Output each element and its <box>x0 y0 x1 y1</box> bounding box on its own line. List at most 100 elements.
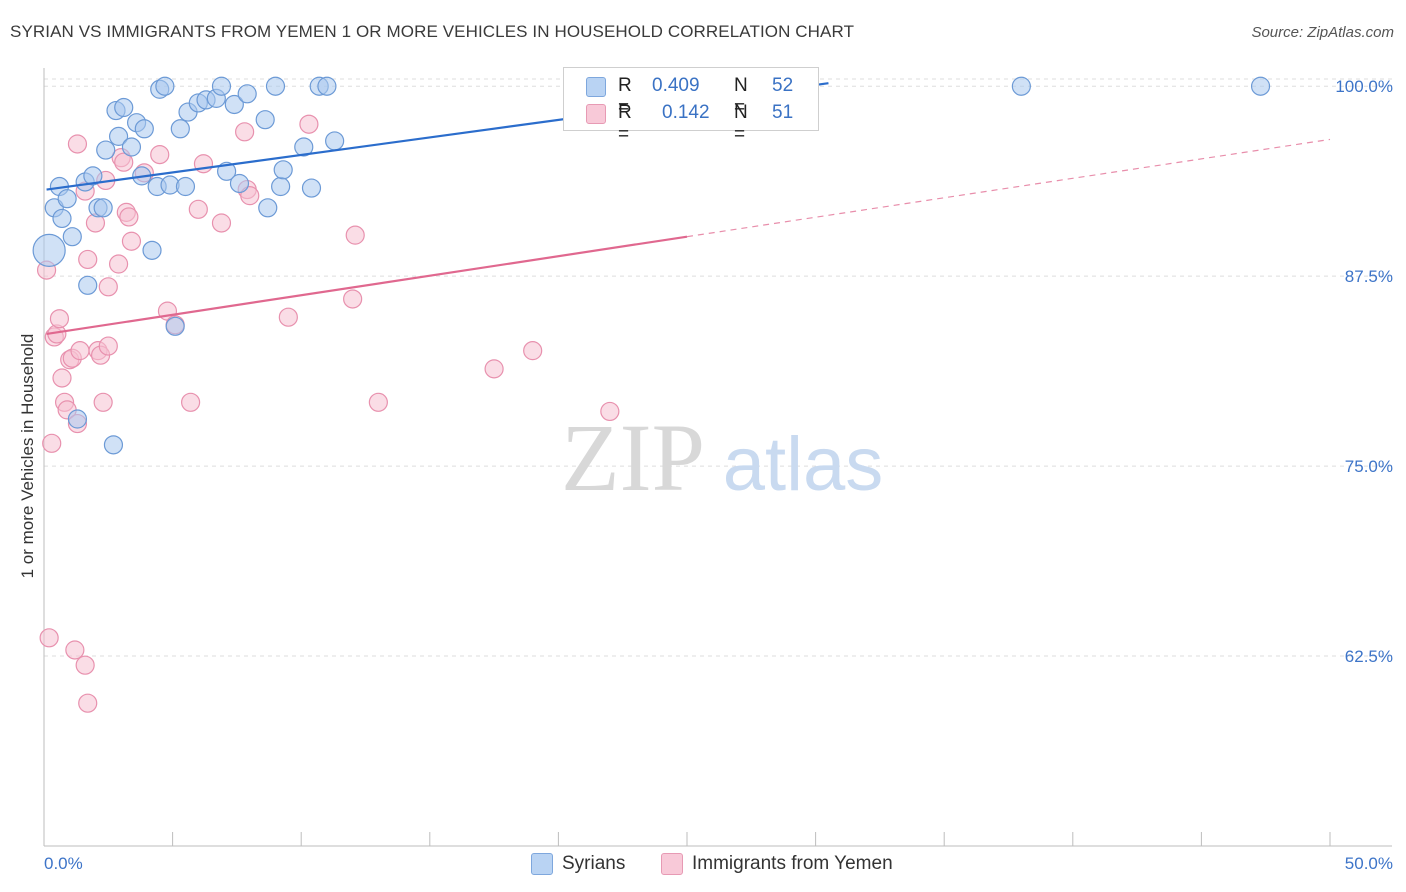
point-syrians <box>52 208 72 229</box>
point-yemen <box>39 628 59 648</box>
point-syrians <box>114 97 134 118</box>
point-yemen <box>181 392 201 412</box>
point-syrians <box>67 409 88 429</box>
legend-n-label: N = <box>734 75 748 118</box>
legend-n-value: 52 <box>772 75 794 96</box>
axes <box>43 68 1392 847</box>
point-yemen <box>93 392 113 412</box>
point-syrians <box>32 233 66 267</box>
series-label-syrians: Syrians <box>562 853 626 874</box>
legend-r-value: 0.142 <box>662 102 710 123</box>
point-syrians <box>62 227 82 247</box>
point-yemen <box>600 401 620 422</box>
point-syrians <box>229 173 250 194</box>
watermark: ZIP atlas <box>561 404 883 511</box>
point-yemen <box>121 231 142 251</box>
point-syrians <box>175 176 196 197</box>
point-syrians <box>255 110 275 130</box>
point-syrians <box>211 76 232 96</box>
point-syrians <box>1250 76 1271 96</box>
point-syrians <box>258 198 278 218</box>
point-syrians <box>155 76 175 96</box>
point-syrians <box>142 240 162 260</box>
series-swatch-blue <box>531 853 553 875</box>
point-yemen <box>65 640 85 660</box>
point-yemen <box>188 199 208 219</box>
y-tick-label: 87.5% <box>1345 267 1393 286</box>
point-yemen <box>98 277 118 297</box>
point-syrians <box>217 161 237 181</box>
point-syrians <box>93 198 113 218</box>
legend-swatch-pink <box>586 104 606 124</box>
point-syrians <box>121 137 142 157</box>
stats-legend: R = 0.409 N = 52 R = 0.142 N = 51 <box>563 67 819 145</box>
point-yemen <box>484 359 504 379</box>
point-syrians <box>83 166 103 186</box>
legend-swatch-blue <box>586 77 606 97</box>
point-syrians <box>273 160 293 180</box>
x-tick-labels: 0.0% 50.0% <box>44 854 1393 873</box>
point-yemen <box>119 207 139 227</box>
point-yemen <box>67 134 88 154</box>
point-yemen <box>52 368 72 388</box>
point-yemen <box>299 114 319 134</box>
point-yemen <box>523 341 543 361</box>
point-yemen <box>345 225 365 245</box>
point-syrians <box>224 94 244 115</box>
point-syrians <box>170 119 190 139</box>
legend-r-label: R = <box>618 75 632 118</box>
point-yemen <box>70 341 90 361</box>
watermark-zip: ZIP <box>561 404 705 511</box>
y-tick-labels: 62.5% 75.0% 87.5% 100.0% <box>1335 77 1393 666</box>
gridlines <box>44 78 1392 657</box>
point-syrians <box>294 137 314 157</box>
point-yemen <box>150 145 170 165</box>
point-syrians <box>301 178 322 198</box>
point-yemen <box>42 433 62 453</box>
point-yemen <box>368 392 388 412</box>
point-yemen <box>98 336 118 356</box>
series-label-yemen: Immigrants from Yemen <box>692 853 893 874</box>
point-yemen <box>49 309 70 329</box>
point-syrians <box>317 76 337 96</box>
trendline-yemen-extension <box>686 138 1331 238</box>
point-yemen <box>211 213 232 233</box>
point-syrians <box>108 126 129 146</box>
point-syrians <box>265 76 286 96</box>
legend-n-label: N = <box>734 102 748 145</box>
point-yemen <box>78 249 98 270</box>
y-axis-title: 1 or more Vehicles in Household <box>18 333 37 579</box>
chart-title: SYRIAN VS IMMIGRANTS FROM YEMEN 1 OR MOR… <box>10 22 855 41</box>
point-syrians <box>271 176 291 197</box>
point-syrians <box>103 435 124 455</box>
point-syrians <box>134 119 154 139</box>
point-syrians <box>57 189 77 209</box>
point-yemen <box>108 254 129 274</box>
point-yemen <box>343 289 363 309</box>
y-tick-label: 100.0% <box>1335 77 1393 96</box>
point-syrians <box>325 131 345 151</box>
point-yemen <box>75 655 95 675</box>
point-syrians <box>96 140 116 160</box>
point-syrians <box>1011 76 1031 96</box>
point-yemen <box>235 122 255 142</box>
source-label: Source: ZipAtlas.com <box>1251 24 1394 41</box>
y-tick-label: 75.0% <box>1345 457 1393 476</box>
point-syrians <box>237 84 257 104</box>
point-syrians <box>78 275 98 295</box>
trendline-yemen <box>46 235 688 336</box>
point-syrians <box>165 316 185 336</box>
x-tick-label: 0.0% <box>44 854 83 873</box>
point-yemen <box>278 307 298 327</box>
legend-r-value: 0.409 <box>652 75 700 96</box>
y-tick-label: 62.5% <box>1345 647 1393 666</box>
point-yemen <box>114 152 134 172</box>
legend-n-value: 51 <box>772 102 794 123</box>
point-yemen <box>78 693 98 713</box>
x-tick-label: 50.0% <box>1345 854 1393 873</box>
legend-r-label: R = <box>618 102 632 145</box>
data-points <box>32 76 1271 713</box>
watermark-atlas: atlas <box>723 422 884 507</box>
series-swatch-pink <box>661 853 683 875</box>
